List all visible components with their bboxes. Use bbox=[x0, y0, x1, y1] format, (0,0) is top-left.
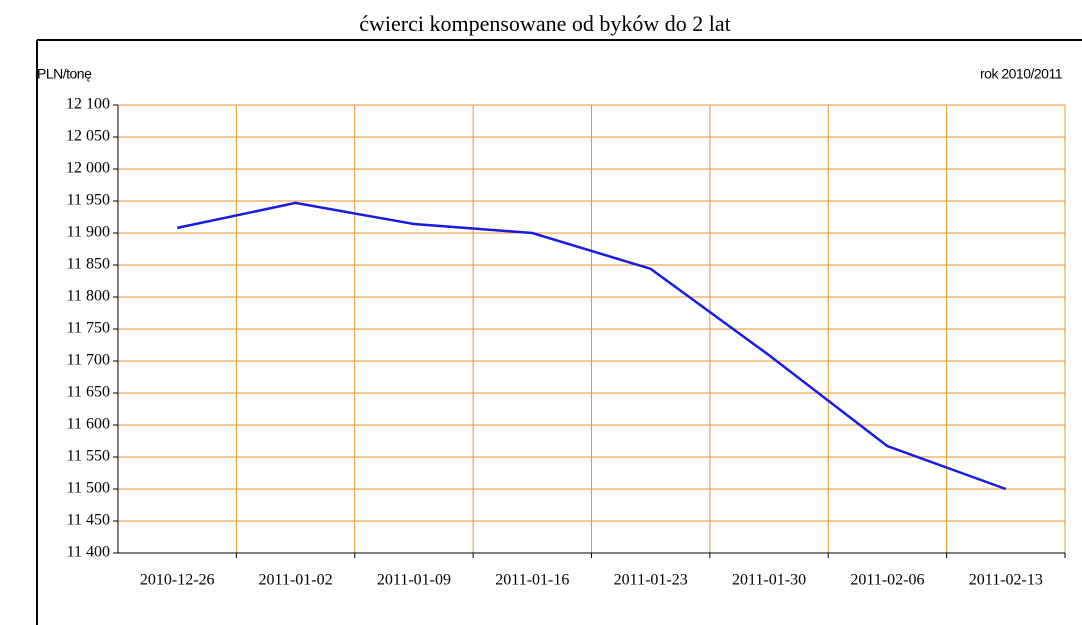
x-tick-label: 2011-01-30 bbox=[732, 572, 806, 589]
y-tick-label: 11 600 bbox=[67, 416, 110, 433]
y-tick-label: 11 550 bbox=[67, 448, 110, 465]
y-tick-label: 11 850 bbox=[67, 256, 110, 273]
x-tick-label: 2011-01-16 bbox=[495, 572, 569, 589]
x-tick-label: 2010-12-26 bbox=[140, 572, 215, 589]
x-tick-label: 2011-01-23 bbox=[614, 572, 688, 589]
y-tick-label: 11 700 bbox=[67, 352, 110, 369]
x-tick-label: 2011-01-09 bbox=[377, 572, 451, 589]
y-tick-label: 12 000 bbox=[66, 160, 110, 177]
y-tick-label: 11 950 bbox=[67, 192, 110, 209]
y-tick-label: 11 400 bbox=[67, 544, 110, 561]
x-tick-label: 2011-01-02 bbox=[259, 572, 333, 589]
y-tick-label: 11 500 bbox=[67, 480, 110, 497]
y-tick-label: 11 750 bbox=[67, 320, 110, 337]
chart-title: ćwierci kompensowane od byków do 2 lat bbox=[359, 11, 730, 36]
data-line bbox=[176, 201, 1007, 491]
y-tick-label: 12 050 bbox=[66, 128, 110, 145]
y-tick-label: 11 900 bbox=[67, 224, 110, 241]
annotation: rok 2010/2011 bbox=[980, 66, 1063, 82]
x-tick-label: 2011-02-06 bbox=[850, 572, 924, 589]
y-axis-label: PLN/tonę bbox=[37, 66, 92, 82]
x-tick-label: 2011-02-13 bbox=[969, 572, 1043, 589]
y-tick-label: 11 450 bbox=[67, 512, 110, 529]
y-tick-label: 11 800 bbox=[67, 288, 110, 305]
y-tick-label: 11 650 bbox=[67, 384, 110, 401]
y-tick-label: 12 100 bbox=[66, 96, 110, 113]
